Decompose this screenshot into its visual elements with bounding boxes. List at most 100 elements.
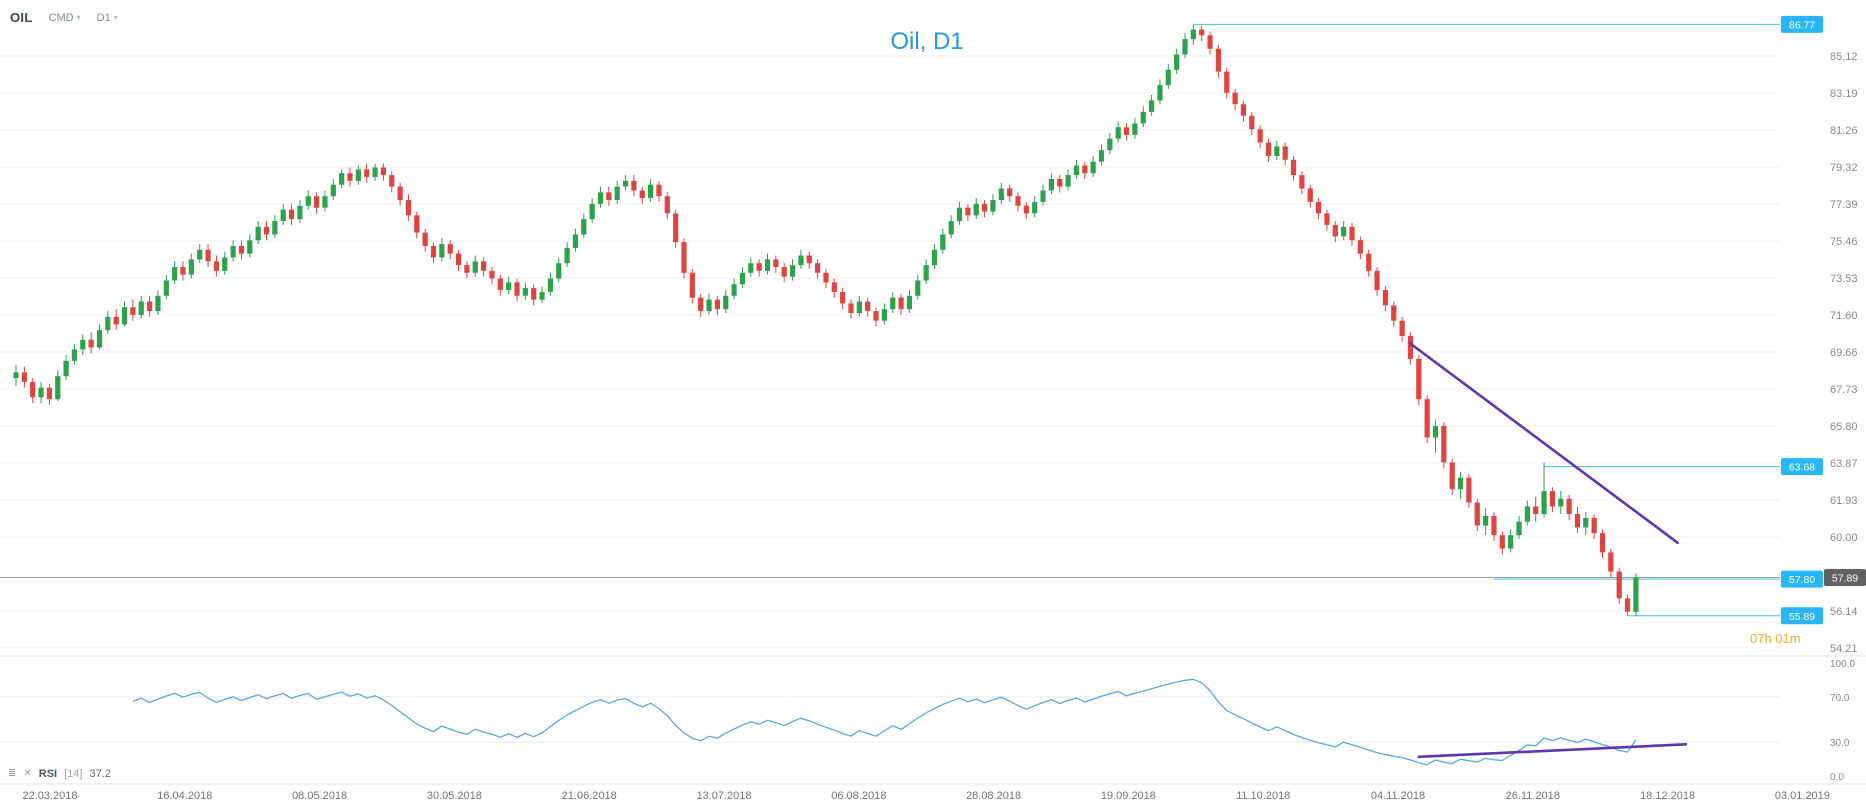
candle[interactable] — [355, 165, 361, 185]
candle[interactable] — [1115, 121, 1121, 143]
candle[interactable] — [1558, 491, 1564, 515]
candle[interactable] — [639, 186, 645, 204]
candle[interactable] — [831, 278, 837, 298]
candle[interactable] — [648, 178, 654, 202]
candle[interactable] — [30, 378, 36, 403]
candle[interactable] — [188, 253, 194, 279]
indicator-close-icon[interactable]: ✕ — [23, 768, 32, 779]
candle[interactable] — [422, 228, 428, 252]
candle[interactable] — [531, 284, 537, 306]
candle[interactable] — [364, 163, 370, 183]
candle[interactable] — [514, 278, 520, 302]
candle[interactable] — [347, 167, 353, 187]
candle[interactable] — [1491, 512, 1497, 541]
candle[interactable] — [213, 255, 219, 277]
candle[interactable] — [63, 355, 69, 381]
candle[interactable] — [1416, 355, 1422, 405]
candle[interactable] — [1549, 487, 1555, 513]
candle[interactable] — [46, 383, 52, 405]
candle[interactable] — [1474, 498, 1480, 532]
candle[interactable] — [1165, 64, 1171, 89]
candle[interactable] — [1449, 458, 1455, 495]
candle[interactable] — [1182, 33, 1188, 59]
candle[interactable] — [1257, 125, 1263, 149]
candle[interactable] — [322, 190, 328, 212]
candle[interactable] — [1007, 184, 1013, 202]
candle[interactable] — [1140, 106, 1146, 128]
candle[interactable] — [522, 282, 528, 300]
candle[interactable] — [372, 163, 378, 181]
candle[interactable] — [931, 244, 938, 269]
candle[interactable] — [1441, 422, 1447, 469]
candle[interactable] — [1574, 506, 1581, 534]
candle[interactable] — [881, 303, 887, 325]
candle[interactable] — [1366, 249, 1372, 277]
candle[interactable] — [723, 290, 729, 313]
market-dropdown[interactable]: CMD ▾ — [49, 12, 81, 24]
candle[interactable] — [71, 343, 78, 365]
candle[interactable] — [21, 366, 27, 388]
candle[interactable] — [230, 240, 236, 262]
candle[interactable] — [447, 240, 453, 260]
candle[interactable] — [1265, 138, 1272, 162]
candle[interactable] — [982, 200, 988, 218]
candle[interactable] — [472, 255, 478, 277]
candle[interactable] — [865, 297, 871, 317]
candle[interactable] — [1090, 155, 1096, 178]
candle[interactable] — [397, 182, 403, 206]
candle[interactable] — [798, 249, 804, 269]
candle[interactable] — [455, 249, 462, 271]
candle[interactable] — [1107, 132, 1113, 155]
candle[interactable] — [1624, 594, 1631, 616]
candle[interactable] — [113, 309, 119, 331]
candle[interactable] — [714, 295, 720, 315]
candle[interactable] — [13, 364, 19, 386]
candle[interactable] — [572, 228, 579, 252]
candle[interactable] — [673, 209, 679, 248]
candle[interactable] — [247, 234, 253, 258]
candle[interactable] — [1157, 79, 1163, 105]
candle[interactable] — [706, 293, 712, 315]
candle[interactable] — [748, 257, 754, 277]
candle[interactable] — [664, 192, 670, 220]
candle[interactable] — [1508, 529, 1514, 553]
candle[interactable] — [1073, 159, 1080, 179]
candle[interactable] — [305, 190, 311, 210]
candle[interactable] — [1249, 111, 1255, 135]
candle[interactable] — [990, 194, 996, 216]
candle[interactable] — [55, 370, 61, 402]
candle[interactable] — [915, 274, 921, 300]
candle[interactable] — [330, 178, 336, 201]
candle[interactable] — [163, 274, 169, 300]
candle[interactable] — [1382, 286, 1388, 312]
candle[interactable] — [681, 238, 687, 279]
candles-layer[interactable] — [13, 24, 1639, 616]
candle[interactable] — [1591, 514, 1597, 539]
candle[interactable] — [756, 259, 762, 277]
candle[interactable] — [1424, 395, 1430, 444]
candle[interactable] — [739, 267, 746, 289]
candle[interactable] — [506, 276, 512, 294]
date-axis[interactable]: 22.03.2018 16.04.2018 08.05.2018 30.05.2018… — [22, 790, 1829, 802]
candle[interactable] — [1391, 301, 1397, 327]
candle[interactable] — [481, 257, 487, 277]
candle[interactable] — [631, 175, 637, 197]
candle[interactable] — [205, 244, 211, 268]
candle[interactable] — [1023, 201, 1029, 220]
candle[interactable] — [1123, 123, 1130, 141]
candle[interactable] — [589, 198, 595, 223]
candle[interactable] — [1207, 31, 1213, 55]
candle[interactable] — [539, 286, 545, 304]
candle[interactable] — [781, 263, 787, 283]
candle[interactable] — [1032, 196, 1038, 218]
candle[interactable] — [255, 221, 261, 245]
candle[interactable] — [1132, 117, 1138, 139]
candle[interactable] — [848, 299, 854, 319]
candle[interactable] — [731, 278, 737, 300]
candle[interactable] — [1215, 44, 1221, 78]
candle[interactable] — [1583, 512, 1589, 536]
candle[interactable] — [1299, 171, 1305, 195]
candle[interactable] — [489, 267, 495, 285]
candle[interactable] — [1048, 173, 1054, 195]
candle[interactable] — [497, 274, 503, 296]
